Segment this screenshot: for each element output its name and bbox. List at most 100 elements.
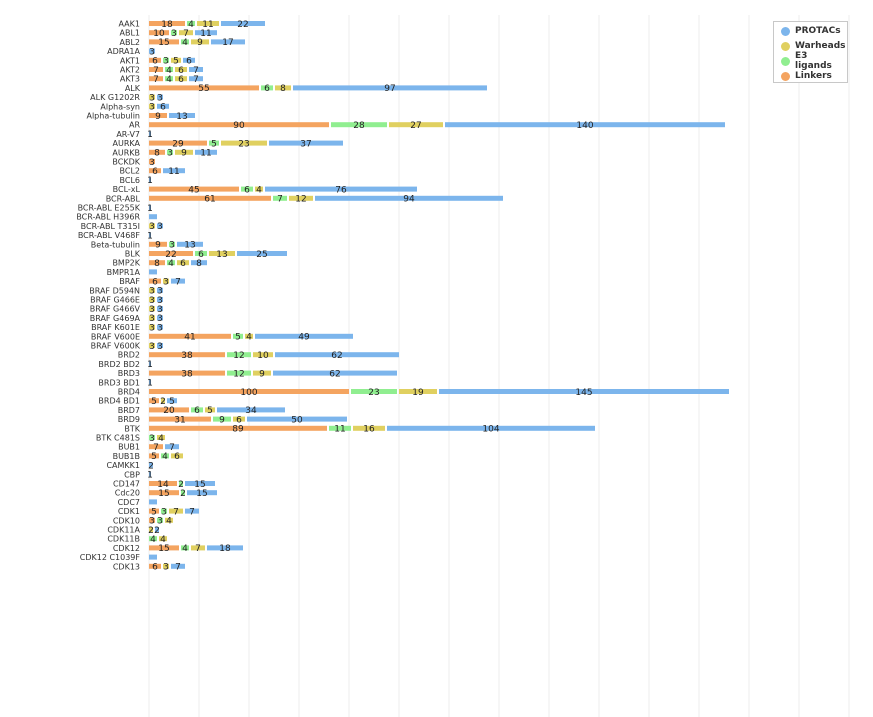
bar-segment[interactable] [149, 481, 177, 486]
bar-segment[interactable] [149, 490, 179, 496]
bar-segment[interactable] [233, 416, 245, 422]
bar-segment[interactable] [161, 398, 165, 404]
bar-segment[interactable] [149, 517, 155, 523]
bar-segment[interactable] [157, 315, 163, 321]
bar-segment[interactable] [149, 251, 193, 256]
bar-segment[interactable] [293, 85, 487, 91]
bar-segment[interactable] [187, 490, 217, 496]
bar-segment[interactable] [149, 453, 159, 459]
bar-segment[interactable] [237, 251, 287, 256]
bar-segment[interactable] [183, 57, 195, 63]
bar-segment[interactable] [149, 527, 153, 532]
bar-segment[interactable] [195, 149, 217, 155]
bar-segment[interactable] [149, 168, 161, 174]
bar-segment[interactable] [149, 260, 165, 266]
bar-segment[interactable] [165, 444, 179, 450]
bar-segment[interactable] [149, 94, 155, 100]
bar-segment[interactable] [329, 425, 351, 431]
bar-segment[interactable] [213, 416, 231, 422]
bar-segment[interactable] [149, 57, 161, 63]
bar-segment[interactable] [185, 481, 215, 486]
bar-segment[interactable] [179, 30, 193, 36]
bar-segment[interactable] [247, 416, 347, 422]
bar-segment[interactable] [149, 343, 155, 348]
bar-segment[interactable] [149, 131, 151, 137]
bar-segment[interactable] [211, 39, 245, 45]
bar-segment[interactable] [351, 389, 397, 394]
bar-segment[interactable] [159, 536, 167, 542]
bar-segment[interactable] [189, 76, 203, 82]
bar-segment[interactable] [149, 113, 167, 118]
bar-segment[interactable] [149, 407, 189, 413]
bar-segment[interactable] [175, 76, 187, 82]
bar-segment[interactable] [149, 398, 159, 404]
bar-segment[interactable] [149, 370, 225, 376]
bar-segment[interactable] [253, 370, 271, 376]
bar-segment[interactable] [191, 260, 207, 266]
bar-segment[interactable] [169, 508, 183, 514]
bar-segment[interactable] [149, 425, 327, 431]
bar-segment[interactable] [221, 21, 265, 26]
bar-segment[interactable] [181, 39, 189, 45]
bar-segment[interactable] [149, 536, 157, 542]
bar-segment[interactable] [149, 278, 161, 284]
bar-segment[interactable] [275, 352, 399, 358]
bar-segment[interactable] [181, 490, 185, 496]
bar-segment[interactable] [157, 306, 163, 312]
bar-segment[interactable] [261, 85, 273, 91]
bar-segment[interactable] [255, 186, 263, 192]
bar-segment[interactable] [275, 85, 291, 91]
bar-segment[interactable] [149, 177, 151, 183]
bar-segment[interactable] [191, 407, 203, 413]
bar-segment[interactable] [197, 21, 219, 26]
bar-segment[interactable] [181, 545, 189, 551]
bar-segment[interactable] [149, 508, 159, 514]
bar-segment[interactable] [269, 140, 343, 146]
bar-segment[interactable] [167, 149, 173, 155]
bar-segment[interactable] [445, 122, 725, 128]
bar-segment[interactable] [191, 545, 205, 551]
legend-item-protacs[interactable]: PROTACs [781, 25, 847, 37]
bar-segment[interactable] [191, 39, 209, 45]
bar-segment[interactable] [167, 260, 175, 266]
bar-segment[interactable] [163, 168, 185, 174]
bar-segment[interactable] [175, 67, 187, 72]
bar-segment[interactable] [161, 453, 169, 459]
bar-segment[interactable] [149, 269, 157, 275]
bar-segment[interactable] [205, 407, 215, 413]
bar-segment[interactable] [149, 324, 155, 330]
bar-segment[interactable] [185, 508, 199, 514]
bar-segment[interactable] [245, 333, 253, 339]
bar-segment[interactable] [331, 122, 387, 128]
bar-segment[interactable] [315, 195, 503, 201]
bar-segment[interactable] [149, 306, 155, 312]
bar-segment[interactable] [221, 140, 267, 146]
bar-segment[interactable] [149, 39, 179, 45]
bar-segment[interactable] [209, 140, 219, 146]
bar-segment[interactable] [149, 48, 155, 54]
bar-segment[interactable] [149, 435, 155, 440]
bar-segment[interactable] [149, 232, 151, 238]
bar-segment[interactable] [253, 352, 273, 358]
bar-segment[interactable] [171, 563, 185, 569]
bar-segment[interactable] [155, 527, 159, 532]
bar-segment[interactable] [189, 67, 203, 72]
bar-segment[interactable] [149, 333, 231, 339]
bar-segment[interactable] [273, 370, 397, 376]
bar-segment[interactable] [149, 545, 179, 551]
bar-segment[interactable] [389, 122, 443, 128]
bar-segment[interactable] [165, 67, 173, 72]
bar-segment[interactable] [179, 481, 183, 486]
bar-segment[interactable] [233, 333, 243, 339]
bar-segment[interactable] [289, 195, 313, 201]
bar-segment[interactable] [177, 241, 203, 247]
bar-segment[interactable] [149, 315, 155, 321]
bar-segment[interactable] [149, 462, 153, 468]
bar-segment[interactable] [149, 361, 151, 367]
bar-segment[interactable] [241, 186, 253, 192]
bar-segment[interactable] [149, 85, 259, 91]
bar-segment[interactable] [157, 223, 163, 229]
bar-segment[interactable] [387, 425, 595, 431]
bar-segment[interactable] [195, 251, 207, 256]
bar-segment[interactable] [149, 241, 167, 247]
